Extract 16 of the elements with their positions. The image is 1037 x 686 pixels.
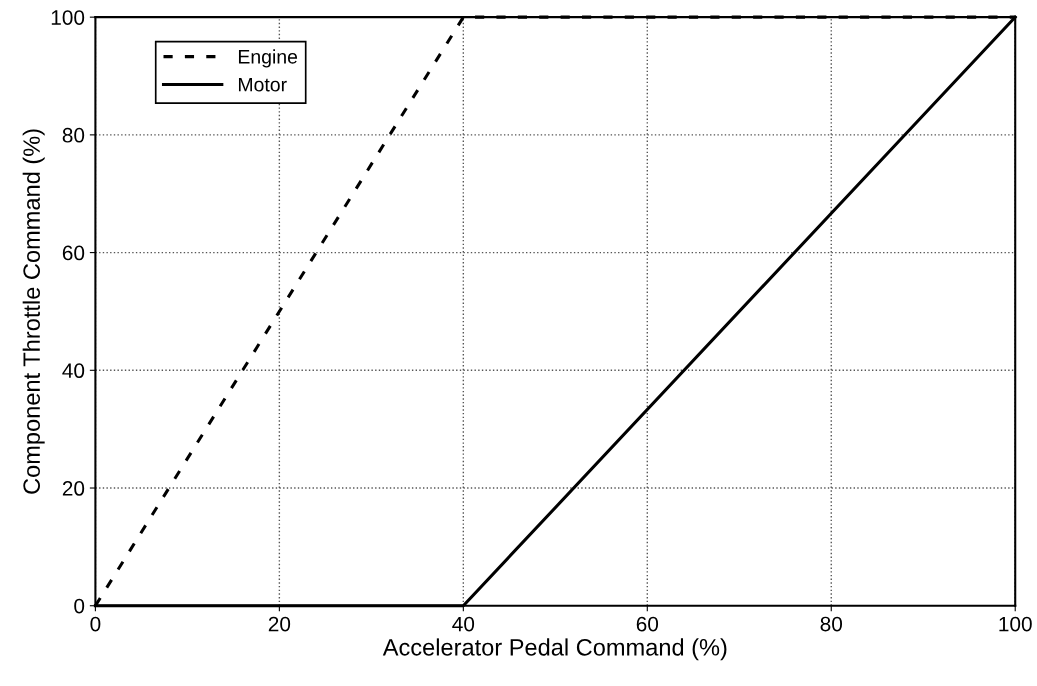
y-tick-label: 40 <box>62 363 85 379</box>
legend-label: Engine <box>238 49 298 68</box>
y-tick-label: 100 <box>51 10 85 25</box>
x-tick-label: 20 <box>268 616 291 632</box>
y-tick-label: 80 <box>62 127 85 143</box>
x-tick-label: 100 <box>999 616 1032 632</box>
x-tick-label: 60 <box>636 616 659 632</box>
x-axis-title: Accelerator Pedal Command (%) <box>382 638 727 661</box>
y-axis-title: Component Throttle Command (%) <box>22 129 45 494</box>
y-tick-label: 60 <box>62 245 85 261</box>
x-tick-label: 40 <box>452 616 475 632</box>
legend-label: Motor <box>238 77 287 92</box>
y-tick-label: 0 <box>74 598 85 614</box>
y-tick-label: 20 <box>62 481 85 496</box>
x-tick-label: 0 <box>90 616 101 632</box>
x-tick-label: 80 <box>820 616 843 632</box>
